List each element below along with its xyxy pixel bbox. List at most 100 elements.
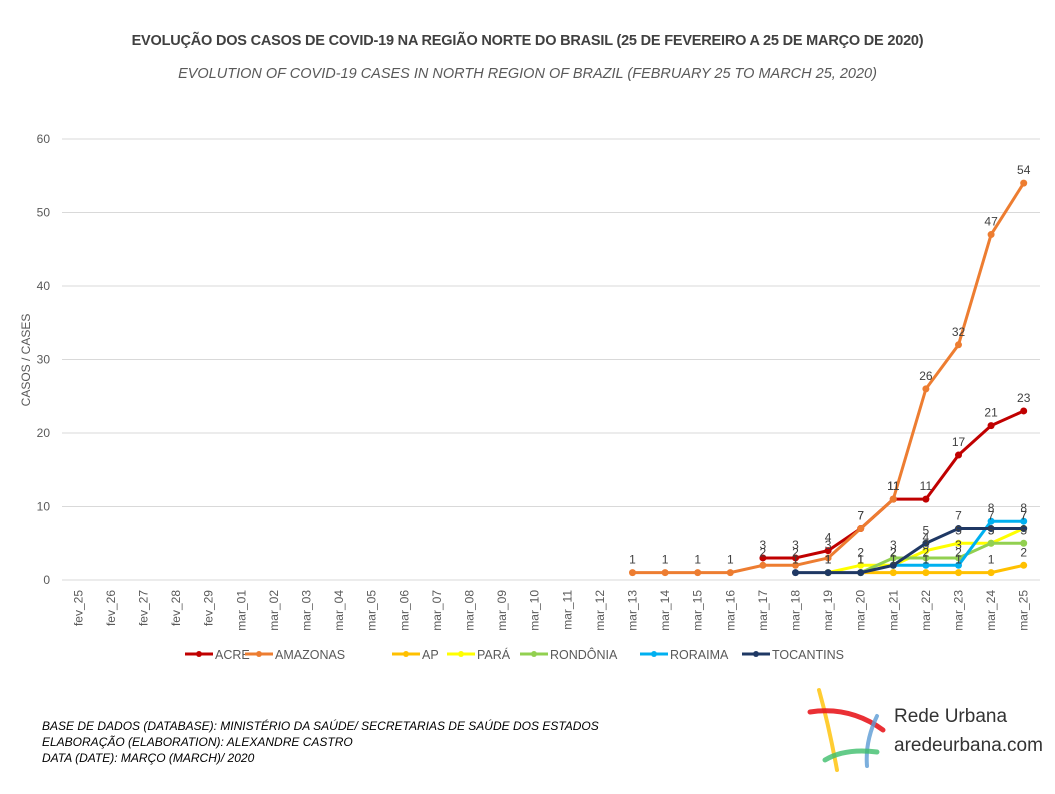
data-label: 1 bbox=[662, 553, 669, 567]
data-point bbox=[955, 554, 962, 562]
x-tick-label: mar_21 bbox=[886, 590, 900, 631]
data-label: 5 bbox=[955, 523, 962, 537]
data-point bbox=[759, 561, 767, 569]
data-label: 1 bbox=[890, 553, 897, 567]
y-tick-label: 40 bbox=[37, 279, 51, 293]
legend-item-ap[interactable]: AP bbox=[392, 648, 439, 662]
legend-label: PARÁ bbox=[477, 647, 511, 662]
data-point bbox=[1020, 561, 1028, 569]
legend-label: RONDÔNIA bbox=[550, 647, 618, 662]
data-label: 2 bbox=[760, 545, 767, 559]
x-tick-label: mar_11 bbox=[560, 590, 574, 630]
logo-name: Rede Urbana bbox=[894, 706, 1008, 727]
data-point bbox=[987, 517, 995, 525]
data-label: 23 bbox=[1017, 391, 1031, 405]
footer-elaboration: ELABORAÇÃO (ELABORATION): ALEXANDRE CAST… bbox=[42, 735, 353, 749]
data-point bbox=[955, 341, 962, 349]
x-tick-label: mar_23 bbox=[952, 590, 966, 631]
data-point bbox=[857, 561, 865, 569]
x-tick-label: mar_19 bbox=[821, 590, 835, 631]
x-tick-label: mar_02 bbox=[267, 590, 281, 631]
legend-item-tocantins[interactable]: TOCANTINS bbox=[742, 648, 844, 662]
y-tick-label: 20 bbox=[37, 426, 51, 440]
x-tick-label: mar_08 bbox=[463, 590, 477, 631]
y-tick-label: 10 bbox=[37, 500, 51, 514]
legend-item-rondônia[interactable]: RONDÔNIA bbox=[520, 647, 618, 662]
data-point bbox=[955, 569, 962, 577]
data-label: 2 bbox=[857, 545, 864, 559]
data-point bbox=[792, 554, 799, 562]
x-tick-label: mar_05 bbox=[365, 590, 379, 631]
series-lines bbox=[629, 179, 1028, 577]
data-label: 1 bbox=[825, 553, 832, 567]
data-point bbox=[889, 561, 897, 569]
x-tick-label: mar_20 bbox=[854, 590, 868, 631]
data-label: 3 bbox=[760, 538, 767, 552]
data-label: 21 bbox=[984, 406, 998, 420]
data-point bbox=[857, 525, 865, 533]
data-label: 3 bbox=[792, 538, 799, 552]
series-line-rondônia bbox=[860, 541, 1024, 575]
data-label: 2 bbox=[890, 545, 897, 559]
x-tick-label: mar_24 bbox=[984, 590, 998, 631]
y-tick-label: 30 bbox=[37, 353, 51, 367]
x-tick-label: mar_12 bbox=[593, 590, 607, 631]
data-point bbox=[987, 422, 995, 430]
series-line-amazonas bbox=[632, 182, 1025, 575]
x-tick-label: mar_09 bbox=[495, 590, 509, 631]
legend-label: RORAIMA bbox=[670, 648, 729, 662]
data-label: 2 bbox=[890, 545, 897, 559]
data-point bbox=[955, 561, 962, 569]
data-label: 5 bbox=[988, 523, 995, 537]
data-label: 4 bbox=[825, 531, 832, 545]
legend-item-pará[interactable]: PARÁ bbox=[447, 647, 511, 662]
data-label: 5 bbox=[988, 523, 995, 537]
legend-label: TOCANTINS bbox=[772, 648, 844, 662]
legend-item-roraima[interactable]: RORAIMA bbox=[640, 648, 729, 662]
data-point bbox=[889, 495, 897, 503]
data-point bbox=[1020, 539, 1028, 547]
data-point bbox=[955, 525, 962, 533]
x-tick-label: mar_18 bbox=[789, 590, 803, 631]
legend-item-amazonas[interactable]: AMAZONAS bbox=[245, 648, 345, 662]
data-point bbox=[987, 525, 995, 533]
x-tick-label: mar_13 bbox=[626, 590, 640, 631]
data-point bbox=[792, 569, 799, 577]
data-label: 1 bbox=[694, 553, 701, 567]
legend-item-acre[interactable]: ACRE bbox=[185, 648, 250, 662]
x-tick-label: mar_10 bbox=[528, 590, 542, 631]
data-label: 7 bbox=[857, 509, 864, 523]
y-axis: 0 10 20 30 40 50 60 bbox=[37, 132, 51, 587]
data-label: 7 bbox=[988, 509, 995, 523]
data-point bbox=[922, 539, 930, 547]
y-axis-label: CASOS / CASES bbox=[19, 314, 33, 407]
logo-site: aredeurbana.com bbox=[894, 735, 1043, 756]
data-label: 7 bbox=[955, 509, 962, 523]
x-tick-label: mar_03 bbox=[300, 590, 314, 631]
data-label: 1 bbox=[727, 553, 734, 567]
data-label: 2 bbox=[1020, 545, 1027, 559]
series-line-ap bbox=[860, 563, 1025, 575]
y-tick-label: 50 bbox=[37, 206, 51, 220]
data-point bbox=[955, 539, 962, 547]
data-label: 1 bbox=[923, 553, 930, 567]
data-point bbox=[824, 569, 832, 577]
logo-mark-icon bbox=[807, 688, 886, 772]
data-point bbox=[987, 539, 995, 547]
data-point bbox=[661, 569, 669, 577]
data-label: 5 bbox=[923, 523, 930, 537]
data-label: 7 bbox=[857, 509, 864, 523]
data-point bbox=[889, 569, 897, 577]
y-tick-label: 60 bbox=[37, 132, 51, 146]
data-point bbox=[629, 569, 636, 577]
series-line-tocantins bbox=[795, 527, 1024, 575]
data-label: 2 bbox=[923, 545, 930, 559]
x-tick-label: mar_06 bbox=[397, 590, 411, 631]
legend: ACRE AMAZONAS AP PARÁ RONDÔNIA RORAIMA TOCANTI… bbox=[185, 647, 844, 662]
data-label: 3 bbox=[890, 538, 897, 552]
data-label: 2 bbox=[955, 545, 962, 559]
data-point bbox=[792, 561, 799, 569]
data-label: 32 bbox=[952, 325, 966, 339]
x-tick-label: mar_17 bbox=[756, 590, 770, 631]
